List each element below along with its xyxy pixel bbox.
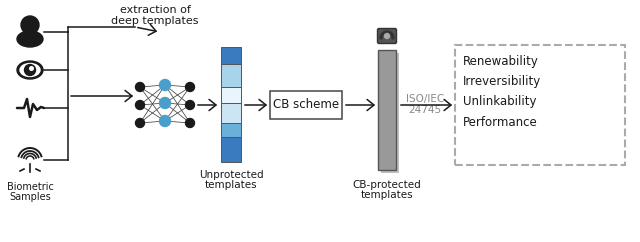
Bar <box>221 64 241 87</box>
Circle shape <box>159 115 170 127</box>
Bar <box>378 50 396 170</box>
Bar <box>221 136 241 162</box>
Bar <box>221 47 241 64</box>
Text: Biometric: Biometric <box>6 182 53 192</box>
Text: ISO/IEC: ISO/IEC <box>406 94 444 104</box>
Circle shape <box>136 83 145 91</box>
Ellipse shape <box>17 31 43 47</box>
Text: CB-protected: CB-protected <box>353 180 421 190</box>
Text: deep templates: deep templates <box>111 16 199 26</box>
Circle shape <box>136 119 145 128</box>
Circle shape <box>186 119 195 128</box>
Text: Samples: Samples <box>9 192 51 202</box>
Circle shape <box>136 100 145 109</box>
Circle shape <box>159 80 170 91</box>
Bar <box>221 103 241 123</box>
Ellipse shape <box>17 61 43 79</box>
Text: templates: templates <box>361 190 413 200</box>
Circle shape <box>29 67 33 70</box>
Bar <box>221 123 241 136</box>
FancyBboxPatch shape <box>378 29 397 44</box>
Text: 24745: 24745 <box>408 105 442 115</box>
Bar <box>455 45 625 165</box>
Text: extraction of: extraction of <box>120 5 191 15</box>
Circle shape <box>186 100 195 109</box>
Text: Unprotected: Unprotected <box>198 170 263 180</box>
Circle shape <box>24 65 35 76</box>
Bar <box>270 91 342 119</box>
Circle shape <box>385 33 390 38</box>
Circle shape <box>159 98 170 108</box>
Text: Renewability: Renewability <box>463 55 539 68</box>
Text: Irreversibility: Irreversibility <box>463 76 541 89</box>
Bar <box>221 87 241 103</box>
Bar <box>381 53 399 173</box>
Text: Performance: Performance <box>463 115 538 129</box>
Circle shape <box>186 83 195 91</box>
Circle shape <box>21 16 39 34</box>
Text: templates: templates <box>205 180 257 190</box>
Text: CB scheme: CB scheme <box>273 98 339 112</box>
Text: Unlinkability: Unlinkability <box>463 96 536 108</box>
Ellipse shape <box>20 63 40 76</box>
